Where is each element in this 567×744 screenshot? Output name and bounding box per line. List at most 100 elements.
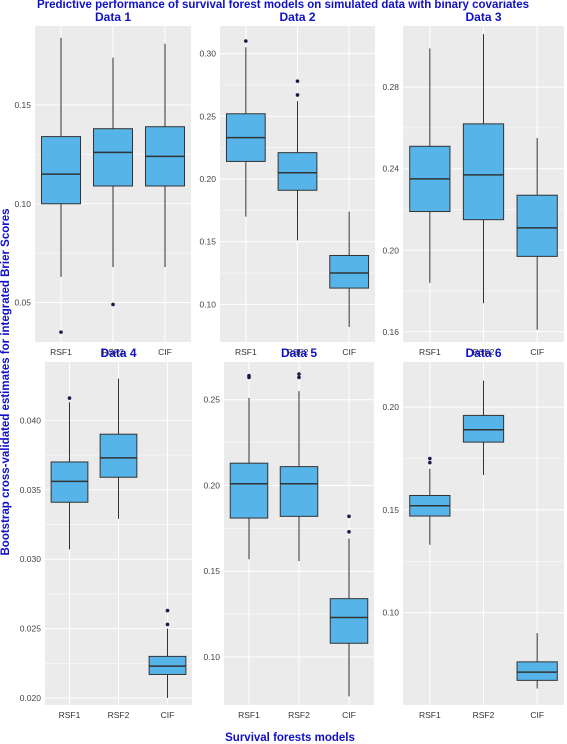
outlier-point [67, 396, 72, 400]
x-tick-label: CIF [342, 710, 356, 720]
box-cif [148, 608, 187, 699]
outlier-point [428, 460, 432, 465]
panel-title: Data 6 [465, 346, 501, 360]
box-iqr [329, 598, 369, 644]
y-tick-label: 0.025 [20, 624, 42, 634]
box-cif [516, 138, 558, 330]
x-tick-label: RSF2 [287, 347, 309, 357]
x-axis-label: Survival forests models [225, 732, 355, 744]
panel-5: 0.10 0.15 0.20 0.25 Data 5 RSF1 RSF2 CIF [203, 346, 374, 720]
outlier-point [297, 375, 301, 380]
x-tick-label: RSF2 [288, 710, 310, 720]
y-tick-label: 0.15 [199, 237, 216, 247]
box-cif [329, 514, 369, 697]
box-iqr [462, 123, 505, 221]
x-tick-label: CIF [158, 347, 172, 357]
box-iqr [516, 194, 558, 257]
y-tick-label: 0.05 [14, 298, 31, 308]
box-rsf2 [99, 378, 138, 519]
panel-title: Data 5 [281, 346, 317, 360]
x-tick-label: RSF1 [419, 710, 441, 720]
outlier-point [295, 79, 300, 83]
y-tick-label: 0.10 [14, 199, 31, 209]
y-tick-label: 0.15 [14, 100, 31, 110]
box-rsf2 [277, 79, 318, 241]
x-tick-label: RSF1 [419, 347, 441, 357]
box-iqr [516, 661, 558, 681]
x-tick-label: RSF1 [59, 710, 81, 720]
box-cif [516, 633, 558, 689]
x-tick-label: CIF [530, 347, 544, 357]
y-tick-label: 0.020 [20, 693, 42, 703]
box-rsf2 [93, 57, 133, 307]
y-tick-label: 0.030 [20, 554, 42, 564]
figure-title: Predictive performance of survival fores… [37, 0, 529, 11]
box-rsf1 [225, 39, 266, 217]
y-tick-label: 0.040 [20, 415, 42, 425]
box-iqr [277, 152, 318, 191]
y-tick-label: 0.20 [382, 245, 399, 255]
box-rsf2 [462, 34, 505, 304]
y-tick-label: 0.15 [203, 566, 220, 576]
box-cif [145, 43, 185, 267]
box-iqr [99, 433, 138, 478]
y-tick-label: 0.20 [382, 402, 399, 412]
x-tick-label: RSF2 [102, 347, 124, 357]
outlier-point [295, 93, 300, 97]
outlier-point [297, 372, 301, 376]
panel-1: 0.05 0.10 0.15 Data 1 RSF1 RSF2 CIF [14, 10, 191, 357]
y-tick-label: 0.24 [382, 164, 399, 174]
outlier-point [111, 302, 115, 307]
box-rsf1 [409, 456, 451, 545]
panel-title: Data 2 [279, 10, 315, 24]
panel-title: Data 4 [100, 346, 136, 360]
panel-2: 0.10 0.15 0.20 0.25 0.30 Data 2 RSF1 RSF2 CIF [199, 10, 375, 357]
x-tick-label: CIF [161, 710, 175, 720]
x-tick-label: RSF2 [473, 710, 495, 720]
outlier-point [165, 622, 170, 627]
outlier-point [244, 39, 248, 43]
x-tick-label: RSF1 [235, 347, 257, 357]
x-tick-label: CIF [530, 710, 544, 720]
panel-title: Data 1 [95, 10, 131, 24]
y-tick-label: 0.10 [203, 652, 220, 662]
box-iqr [229, 462, 269, 519]
panels: 0.05 0.10 0.15 Data 1 RSF1 RSF2 CIF 0.10 0.15 0.2… [14, 10, 564, 720]
box-rsf2 [462, 380, 505, 475]
y-tick-label: 0.20 [203, 480, 220, 490]
y-tick-label: 0.30 [199, 49, 216, 59]
y-tick-label: 0.10 [382, 608, 399, 618]
box-rsf1 [409, 48, 451, 283]
x-tick-label: RSF1 [238, 710, 260, 720]
panel-6: 0.10 0.15 0.20 Data 6 RSF1 RSF2 CIF [382, 346, 564, 720]
panel-3: 0.16 0.20 0.24 0.28 Data 3 RSF1 RSF2 CIF [382, 10, 564, 357]
box-cif [329, 211, 370, 327]
panel-title: Data 3 [465, 10, 501, 24]
box-iqr [462, 414, 505, 443]
box-rsf1 [41, 37, 81, 334]
x-tick-label: RSF2 [108, 710, 130, 720]
outlier-point [165, 608, 170, 613]
box-rsf1 [50, 396, 89, 550]
y-axis-label: Bootstrap cross-validated estimates for … [0, 208, 12, 555]
outlier-point [347, 529, 351, 534]
box-iqr [279, 466, 319, 517]
y-tick-label: 0.10 [199, 299, 216, 309]
box-iqr [93, 128, 133, 187]
box-rsf2 [279, 372, 319, 561]
panel-4: 0.020 0.025 0.030 0.035 0.040 Data 4 RSF1 RSF2 C… [20, 346, 192, 720]
x-tick-label: RSF1 [50, 347, 72, 357]
box-iqr [329, 254, 370, 289]
y-tick-label: 0.25 [203, 395, 220, 405]
y-tick-label: 0.20 [199, 174, 216, 184]
box-rsf1 [229, 373, 269, 560]
y-tick-label: 0.035 [20, 485, 42, 495]
y-tick-label: 0.25 [199, 111, 216, 121]
outlier-point [347, 514, 351, 519]
box-iqr [41, 136, 81, 205]
y-tick-label: 0.16 [382, 327, 399, 337]
x-tick-label: CIF [342, 347, 356, 357]
outlier-point [428, 456, 432, 461]
x-tick-label: RSF2 [473, 347, 495, 357]
